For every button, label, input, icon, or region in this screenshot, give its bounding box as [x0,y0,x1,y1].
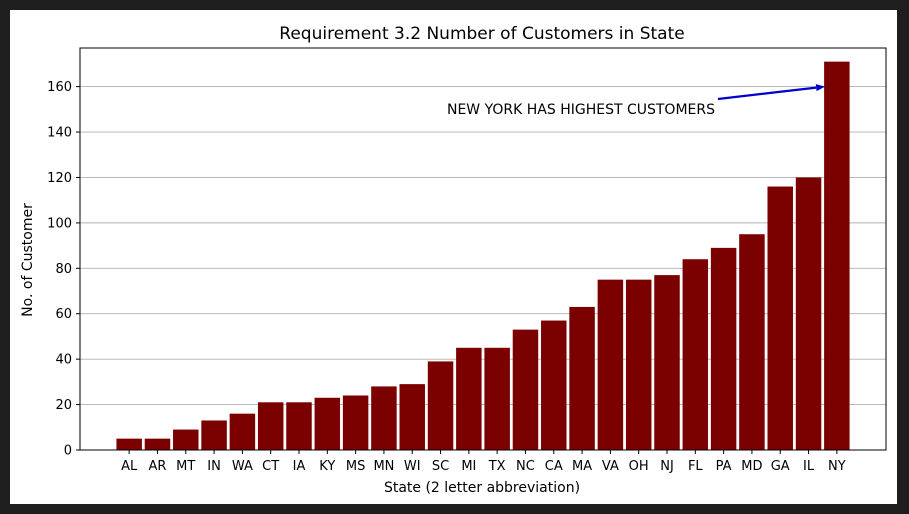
x-tick-label-wi: WI [404,459,421,474]
bar-ny [824,61,850,451]
x-tick-label-al: AL [121,459,138,474]
y-axis-title: No. of Customer [20,203,36,317]
x-tick-label-il: IL [803,459,815,474]
bar-chart: Requirement 3.2 Number of Customers in S… [20,24,887,496]
y-axis-ticks: 0 20 40 60 80 100 120 140 160 [47,80,80,459]
bar-wa [229,413,256,450]
bar-pa [710,247,737,450]
bar-mn [371,386,397,450]
bar-ms [342,395,369,450]
y-tick-label: 40 [55,353,72,368]
bar-mt [173,429,199,450]
x-tick-label-ky: KY [319,459,335,474]
bar-in [201,420,227,450]
x-tick-label-nj: NJ [660,459,674,474]
x-tick-label-ct: CT [262,459,279,474]
y-tick-label: 60 [55,307,72,322]
bar-va [597,279,624,450]
y-tick-label: 140 [47,126,72,141]
plot-border [79,47,887,451]
x-tick-label-in: IN [207,459,221,474]
bar-ga [767,186,793,451]
y-tick-label: 80 [55,262,72,277]
bar-ct [257,402,284,450]
bar-il [795,177,822,450]
x-axis-ticks: AL AR MT IN WA CT IA KY MS MN WI SC MI TX NC CA MA VA OH NJ… [121,450,846,474]
x-tick-label-nc: NC [516,459,535,474]
annotation: NEW YORK HAS HIGHEST CUSTOMERS [447,84,826,118]
x-tick-label-oh: OH [629,459,649,474]
x-tick-label-mn: MN [373,459,394,474]
x-tick-label-mt: MT [176,459,195,474]
bar-nj [654,275,680,450]
y-tick-label: 160 [47,80,72,95]
x-tick-label-ca: CA [545,459,563,474]
x-tick-label-ia: IA [293,459,306,474]
x-tick-label-mi: MI [461,459,476,474]
x-tick-label-ma: MA [572,459,592,474]
chart-frame: Requirement 3.2 Number of Customers in S… [10,10,897,504]
x-tick-label-wa: WA [232,459,253,474]
bar-ca [541,320,567,450]
x-tick-label-ga: GA [771,459,790,474]
bar-ar [144,438,171,450]
annotation-arrow [717,86,817,101]
annotation-arrowhead [815,84,826,92]
bar-fl [682,259,709,450]
y-tick-label: 0 [64,444,72,459]
x-axis-title: State (2 letter abbreviation) [384,480,580,496]
bar-tx [484,347,510,450]
annotation-text: NEW YORK HAS HIGHEST CUSTOMERS [447,102,715,118]
bar-al [116,438,142,450]
y-tick-label: 100 [47,216,72,231]
bar-ky [314,397,341,450]
bars [116,61,850,451]
grid-lines [80,86,886,451]
x-tick-label-ar: AR [148,459,166,474]
x-tick-label-ny: NY [828,459,846,474]
y-tick-label: 20 [55,398,72,413]
bar-ma [569,306,595,450]
x-tick-label-sc: SC [432,459,449,474]
bar-sc [427,361,454,450]
x-tick-label-tx: TX [488,459,506,474]
y-tick-label: 120 [47,171,72,186]
bar-wi [399,384,425,450]
bar-nc [512,329,539,450]
bar-md [739,234,765,450]
x-tick-label-md: MD [741,459,762,474]
bar-oh [625,279,652,450]
bar-mi [456,347,482,450]
chart-title: Requirement 3.2 Number of Customers in S… [279,24,684,44]
x-tick-label-fl: FL [688,459,703,474]
x-tick-label-va: VA [602,459,619,474]
x-tick-label-pa: PA [716,459,732,474]
x-tick-label-ms: MS [346,459,365,474]
bar-ia [286,402,312,450]
